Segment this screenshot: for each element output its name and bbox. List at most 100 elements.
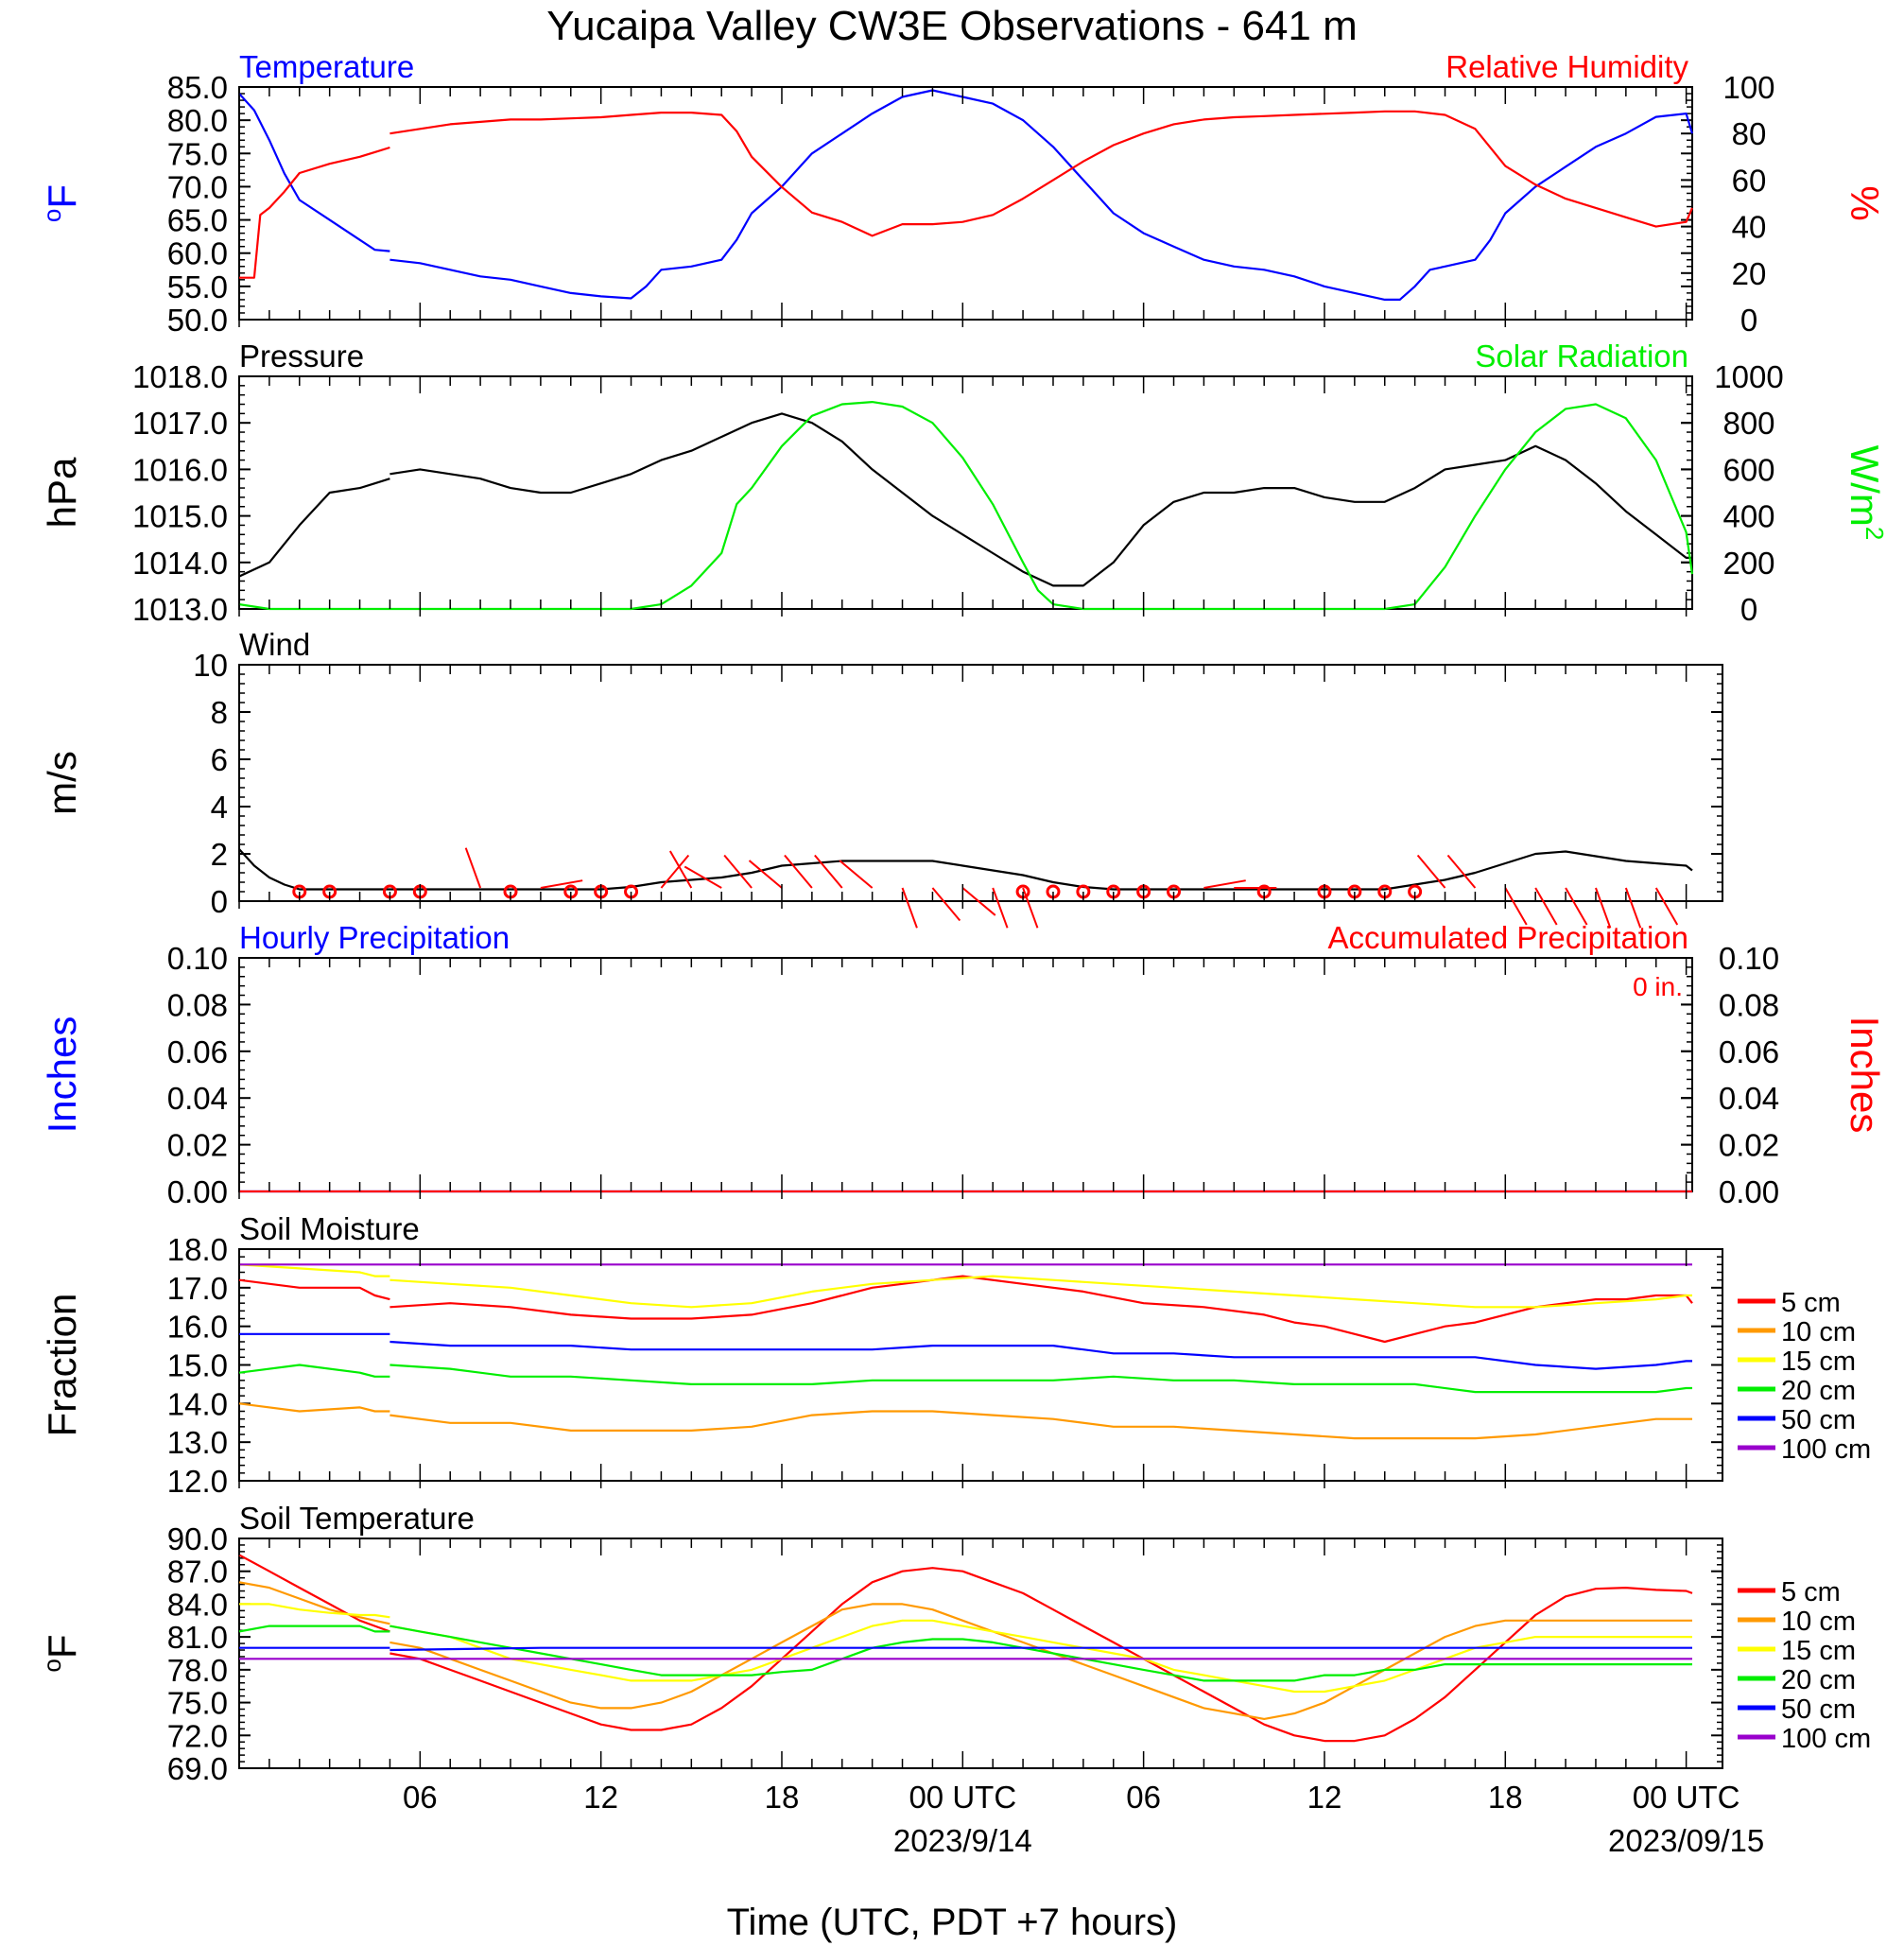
left-tick-label: 16.0 [167,1310,228,1345]
left-tick-label: 18.0 [167,1232,228,1267]
panel-title-left: Wind [239,627,310,662]
series-line-temperature [238,89,1694,301]
wind-barb [540,879,583,889]
legend-label: 100 cm [1781,1724,1871,1754]
left-tick-label: 12.0 [167,1464,228,1499]
panel-title-left: Hourly Precipitation [239,920,510,955]
wind-barb [684,865,722,889]
series-line-solar-radiation [238,401,1694,611]
legend-label: 5 cm [1781,1288,1841,1318]
left-tick-label: 55.0 [167,269,228,304]
wind-barb [1446,854,1477,889]
right-tick-label: 0.08 [1719,987,1779,1022]
series-line-15-cm [239,1603,1692,1694]
plot-frame [238,1538,1723,1769]
unit-base: W/m [1843,445,1887,527]
right-tick-label: 20 [1732,256,1767,291]
panel-soil-moisture: Soil Moisture 18.0 17.0 16.015.014.0 13.0 12.… [40,1211,1871,1499]
x-tick-date: 2023/09/15 [1608,1823,1764,1858]
panel-temp-rh: Temperature Relative Humidity 85.080.075.0… [38,49,1887,338]
x-tick-label: 06 [403,1780,438,1815]
left-tick-label: 65.0 [167,203,228,238]
legend-label: 100 cm [1781,1434,1871,1465]
wind-barb [723,854,753,889]
left-axis-label: oF [38,184,84,222]
right-axis-label: % [1843,185,1887,220]
wind-barb [464,847,482,889]
wind-barb [784,854,813,889]
wind-barb [1595,887,1612,929]
left-tick-label: 81.0 [167,1620,228,1655]
left-tick-label: 60.0 [167,236,228,271]
panel-wind: Wind 10 8 6 4 2 0 m/s [40,627,1723,929]
panel-title-left: Soil Temperature [239,1501,475,1536]
left-tick-label: 75.0 [167,1686,228,1721]
left-tick-label: 85.0 [167,70,228,105]
series-line-10-cm [238,1581,1692,1720]
left-tick-label: 13.0 [167,1425,228,1460]
legend-label: 50 cm [1781,1694,1856,1725]
left-tick-label: 1017.0 [132,406,228,441]
wind-barb [839,860,874,889]
left-tick-label: 4 [211,790,228,825]
series-line-wind [238,848,1693,891]
right-tick-label: 0.04 [1719,1081,1779,1116]
series-line-20-cm [238,1364,1692,1394]
left-tick-label: 50.0 [167,303,228,338]
right-tick-label: 1000 [1714,359,1783,394]
right-axis-label: W/m2 [1843,445,1889,541]
left-tick-label: 17.0 [167,1271,228,1306]
wind-barb [961,887,996,916]
left-tick-label: 0.04 [167,1081,228,1116]
x-tick-label: 00 UTC [909,1780,1016,1815]
left-tick-label: 0 [211,884,228,919]
wind-barb [931,887,961,922]
panel-title-left: Soil Moisture [239,1211,420,1246]
wind-barb [1504,887,1528,926]
left-tick-label: 0.02 [167,1128,228,1163]
series-line-5-cm [238,1275,1693,1344]
plot-frame [238,86,1693,321]
accumulated-total-note: 0 in. [1633,972,1683,1001]
wind-barb [814,854,843,889]
degree-symbol: o [38,209,66,222]
left-tick-label: 72.0 [167,1718,228,1753]
left-tick-label: 78.0 [167,1653,228,1688]
series-line-20-cm [238,1625,1692,1682]
left-tick-label: 1013.0 [132,592,228,627]
panel-title-right: Relative Humidity [1445,49,1688,84]
right-tick-label: 600 [1722,452,1774,487]
legend-label: 15 cm [1781,1347,1856,1377]
right-tick-label: 40 [1732,210,1767,245]
left-tick-label: 14.0 [167,1386,228,1421]
left-tick-label: 75.0 [167,136,228,171]
chart-title: Yucaipa Valley CW3E Observations - 641 m [546,3,1358,49]
degree-symbol: o [38,1659,66,1672]
plot-frame [238,664,1723,902]
series-line-relative-humidity [239,110,1694,279]
left-tick-label: 1015.0 [132,499,228,534]
panel-title-left: Temperature [239,49,414,84]
right-tick-label: 0.06 [1719,1034,1779,1069]
x-axis-label: Time (UTC, PDT +7 hours) [727,1902,1178,1943]
unit-letter: F [40,184,84,209]
legend-label: 5 cm [1781,1577,1841,1607]
left-tick-label: 6 [211,742,228,777]
panel-pressure-solar: Pressure Solar Radiation 1018.0 1017.0 1016.… [40,339,1889,627]
left-tick-label: 1018.0 [132,359,228,394]
plot-frame [238,375,1693,610]
right-tick-label: 0 [1740,592,1757,627]
left-tick-label: 0.00 [167,1174,228,1209]
x-tick-label: 18 [765,1780,800,1815]
panel-title-left: Pressure [239,339,364,374]
left-tick-label: 90.0 [167,1521,228,1556]
series-line-pressure [238,412,1692,587]
wind-barb [1624,887,1642,929]
x-tick-label: 06 [1126,1780,1161,1815]
right-tick-label: 80 [1732,116,1767,151]
left-axis-label: hPa [40,457,84,528]
legend-label: 20 cm [1781,1376,1856,1406]
wind-barb [1565,887,1588,926]
unit-exponent: 2 [1861,527,1889,540]
